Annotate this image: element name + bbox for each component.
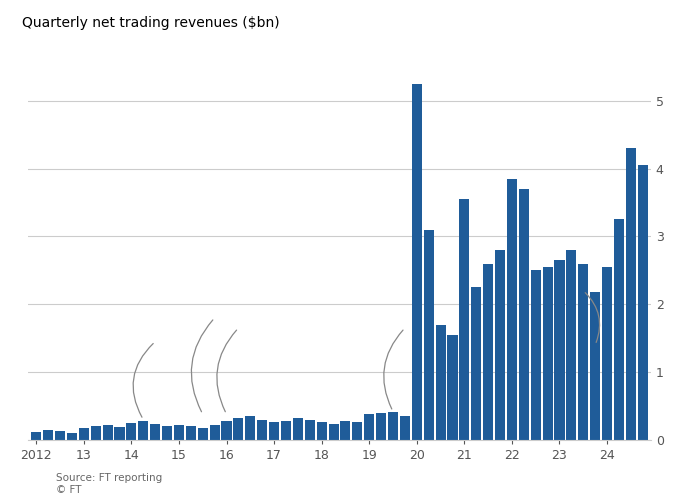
Bar	[554, 260, 564, 440]
Bar	[471, 288, 482, 440]
Bar	[412, 84, 422, 440]
Bar	[79, 428, 89, 440]
Bar	[447, 335, 458, 440]
Bar	[197, 428, 208, 440]
Bar	[542, 267, 552, 440]
Bar	[328, 424, 339, 440]
Bar	[174, 425, 184, 440]
Bar	[435, 324, 446, 440]
Bar	[626, 148, 636, 440]
Bar	[495, 250, 505, 440]
Bar	[209, 425, 220, 440]
Bar	[221, 421, 232, 440]
Bar	[269, 422, 279, 440]
Bar	[91, 426, 101, 440]
Bar	[507, 179, 517, 440]
Text: Quarterly net trading revenues ($bn): Quarterly net trading revenues ($bn)	[22, 16, 279, 30]
Bar	[103, 425, 113, 440]
Bar	[245, 416, 255, 440]
Bar	[186, 426, 196, 440]
Bar	[127, 423, 136, 440]
Bar	[32, 432, 41, 440]
Bar	[424, 230, 434, 440]
Bar	[364, 414, 374, 440]
Bar	[162, 426, 172, 440]
Bar	[293, 418, 303, 440]
Bar	[578, 264, 588, 440]
Bar	[376, 413, 386, 440]
Bar	[67, 432, 77, 440]
Text: Source: FT reporting
© FT: Source: FT reporting © FT	[56, 474, 162, 495]
Bar	[115, 427, 125, 440]
Bar	[459, 199, 470, 440]
Bar	[590, 292, 600, 440]
Bar	[483, 264, 493, 440]
Bar	[43, 430, 53, 440]
Bar	[55, 431, 65, 440]
Bar	[139, 421, 148, 440]
Bar	[531, 270, 540, 440]
Bar	[316, 422, 327, 440]
Bar	[281, 421, 291, 440]
Bar	[602, 267, 612, 440]
Bar	[400, 416, 410, 440]
Bar	[519, 189, 528, 440]
Bar	[304, 420, 315, 440]
Bar	[340, 421, 351, 440]
Bar	[388, 412, 398, 440]
Bar	[257, 420, 267, 440]
Bar	[566, 250, 576, 440]
Bar	[614, 220, 624, 440]
Bar	[352, 422, 363, 440]
Bar	[233, 418, 244, 440]
Bar	[150, 424, 160, 440]
Bar	[638, 165, 648, 440]
